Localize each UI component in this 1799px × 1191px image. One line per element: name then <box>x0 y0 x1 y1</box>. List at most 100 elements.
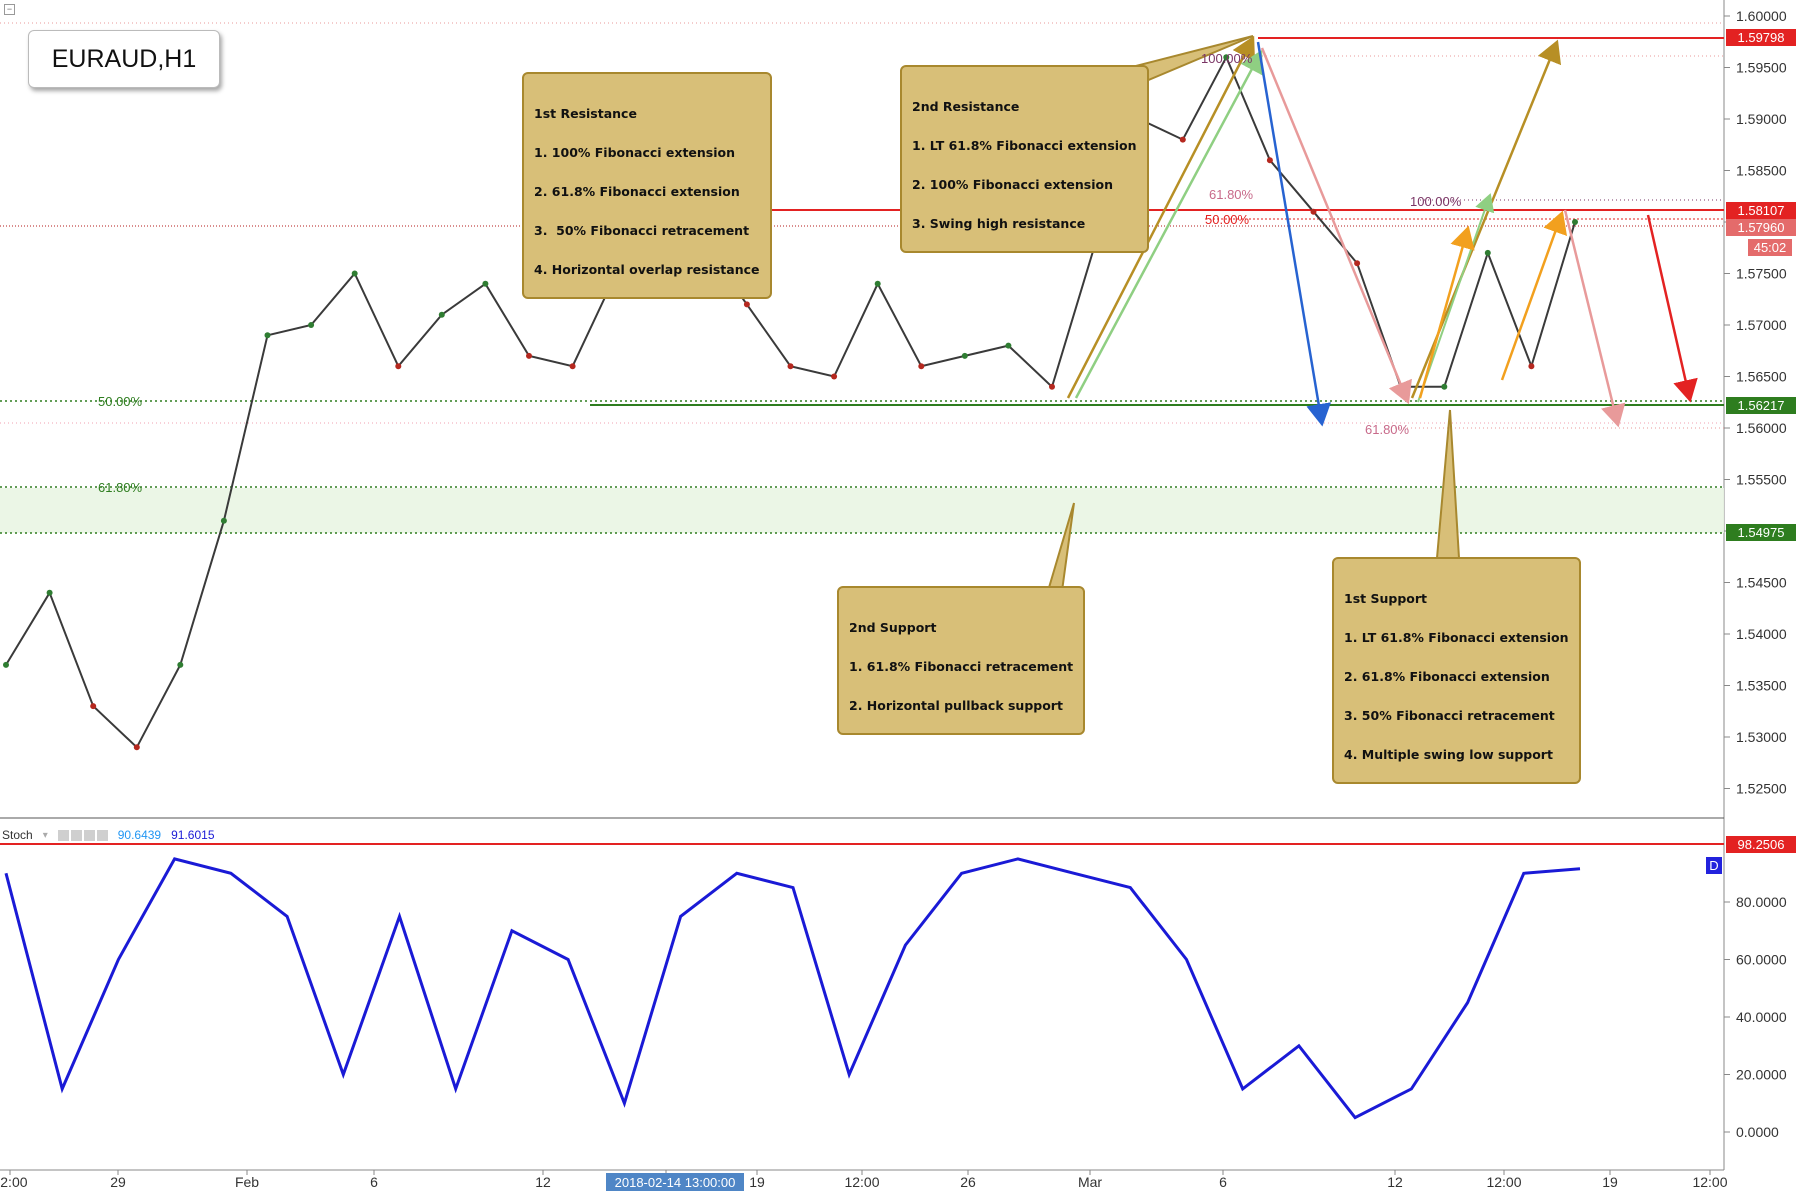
support-1-note: 1st Support 1. LT 61.8% Fibonacci extens… <box>1332 557 1581 784</box>
stoch-axis[interactable]: 80.0000 60.0000 40.0000 20.0000 0.0000 <box>1724 894 1787 1140</box>
note-line: 2. Horizontal pullback support <box>849 698 1063 713</box>
price-point <box>569 363 576 370</box>
note-line: 4. Multiple swing low support <box>1344 747 1553 762</box>
price-point <box>438 311 445 318</box>
price-point <box>177 661 184 668</box>
price-point <box>1049 383 1055 390</box>
price-tag-level-2: 1.56217 <box>1726 397 1796 414</box>
stoch-tick-label: 60.0000 <box>1736 952 1787 968</box>
price-tag-level-3: 1.54975 <box>1726 524 1796 541</box>
price-tick-label: 1.57000 <box>1736 317 1787 333</box>
price-tick-label: 1.54500 <box>1736 575 1787 591</box>
collapse-icon[interactable]: − <box>4 4 15 15</box>
time-tick-label: 6 <box>370 1174 378 1190</box>
note-line: 2. 61.8% Fibonacci extension <box>1344 669 1550 684</box>
price-point <box>1266 157 1273 164</box>
price-point <box>1528 363 1535 370</box>
time-tick-label: 6 <box>1219 1174 1227 1190</box>
price-tick-label: 1.60000 <box>1736 8 1787 24</box>
note-line: 1. LT 61.8% Fibonacci extension <box>912 138 1137 153</box>
price-point <box>3 661 9 668</box>
more-icon[interactable] <box>96 829 108 841</box>
stoch-series <box>4 857 1581 1120</box>
price-tick-label: 1.56000 <box>1736 420 1787 436</box>
fib-label-left-618: 61.80% <box>98 480 143 495</box>
price-axis[interactable]: 1.600001.595001.590001.585001.580001.575… <box>1724 8 1787 797</box>
price-tick-label: 1.53500 <box>1736 678 1787 694</box>
stoch-tag: 98.2506 <box>1726 836 1796 853</box>
eye-icon[interactable] <box>57 829 69 841</box>
price-tick-label: 1.57500 <box>1736 266 1787 282</box>
note-title: 1st Support <box>1344 591 1427 606</box>
fib-label-mid-50: 50.00% <box>1205 212 1250 227</box>
resistance-1-note: 1st Resistance 1. 100% Fibonacci extensi… <box>522 72 772 299</box>
orange-swing-arrow-2 <box>1500 210 1568 381</box>
price-point <box>482 280 489 287</box>
time-tick-label: 12:00 <box>0 1174 28 1190</box>
price-point <box>133 744 140 751</box>
chevron-down-icon[interactable]: ▾ <box>42 829 48 841</box>
note-line: 2. 61.8% Fibonacci extension <box>534 184 740 199</box>
pink-projection-arrow-1 <box>1260 47 1412 405</box>
price-point <box>743 301 750 308</box>
time-tick-label: 12 <box>535 1174 551 1190</box>
orange-swing-arrow-1 <box>1418 225 1475 399</box>
note-line: 2. 100% Fibonacci extension <box>912 177 1114 192</box>
stoch-tick-label: 40.0000 <box>1736 1009 1787 1025</box>
stoch-legend: Stoch ▾ 90.6439 91.6015 <box>2 826 215 844</box>
blue-projection-arrow <box>1256 41 1332 427</box>
support-zone <box>0 488 1724 533</box>
time-tick-label: 12:00 <box>1486 1174 1521 1190</box>
time-tick-label: 12 <box>1387 1174 1403 1190</box>
resistance-2-note: 2nd Resistance 1. LT 61.8% Fibonacci ext… <box>900 65 1149 253</box>
fib-label-right-100: 100.00% <box>1410 194 1462 209</box>
price-tick-label: 1.55500 <box>1736 472 1787 488</box>
price-point <box>787 363 794 370</box>
gold-projection-arrow-1 <box>1066 35 1255 399</box>
price-point <box>1005 342 1012 349</box>
price-tick-label: 1.53000 <box>1736 729 1787 745</box>
price-point <box>46 589 53 596</box>
stoch-d-value: 91.6015 <box>171 828 215 842</box>
indicator-controls[interactable] <box>57 829 108 841</box>
price-point <box>918 363 925 370</box>
price-point <box>220 517 227 524</box>
price-tick-label: 1.58500 <box>1736 163 1787 179</box>
time-axis[interactable]: 12:00 29 Feb 6 12 2018-02-14 13:00:00 19 12:00 2… <box>0 1170 1728 1191</box>
fib-label-mid-618: 61.80% <box>1209 187 1254 202</box>
stoch-d-badge: D <box>1706 857 1722 874</box>
price-point <box>1441 383 1448 390</box>
price-point <box>1572 219 1578 225</box>
settings-icon[interactable] <box>70 829 82 841</box>
time-tick-label: Feb <box>235 1174 259 1190</box>
price-tag-level-1: 1.59798 <box>1726 29 1796 46</box>
price-tick-label: 1.52500 <box>1736 781 1787 797</box>
price-point <box>1310 208 1317 215</box>
time-tick-label: 12:00 <box>1692 1174 1727 1190</box>
price-point <box>308 322 315 328</box>
note-title: 2nd Support <box>849 620 937 635</box>
note-line: 3. Swing high resistance <box>912 216 1086 231</box>
price-point <box>831 373 838 380</box>
price-point <box>961 352 968 359</box>
time-tick-label: 12:00 <box>844 1174 879 1190</box>
stoch-name: Stoch <box>2 828 33 842</box>
time-tick-label: 19 <box>749 1174 765 1190</box>
price-point <box>1354 260 1361 267</box>
price-tick-label: 1.54000 <box>1736 626 1787 642</box>
note-line: 1. LT 61.8% Fibonacci extension <box>1344 630 1569 645</box>
stoch-tick-label: 80.0000 <box>1736 894 1787 910</box>
price-point <box>264 332 271 339</box>
crosshair-date-bg <box>606 1173 744 1191</box>
price-point <box>351 270 358 277</box>
stoch-tick-label: 0.0000 <box>1736 1124 1779 1140</box>
price-point <box>395 363 402 370</box>
close-icon[interactable] <box>83 829 95 841</box>
price-point <box>1223 54 1230 61</box>
note-line: 3. 50% Fibonacci retracement <box>1344 708 1555 723</box>
green-projection-arrow <box>1074 49 1263 399</box>
note-line: 4. Horizontal overlap resistance <box>534 262 760 277</box>
fib-label-bottom-618: 61.80% <box>1365 422 1410 437</box>
price-point <box>874 280 881 287</box>
